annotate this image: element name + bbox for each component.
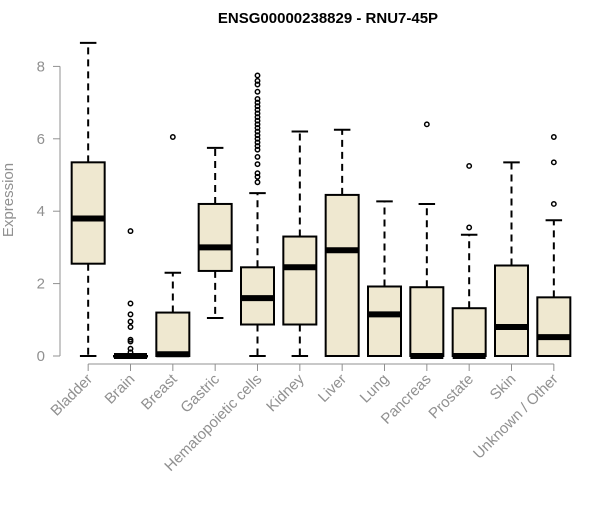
x-tick-label: Lung: [357, 371, 393, 407]
y-tick-label: 4: [37, 203, 45, 220]
outlier-point: [466, 224, 473, 231]
outlier-point: [127, 345, 134, 352]
outlier-point: [254, 143, 261, 149]
x-tick-label: Breast: [138, 370, 181, 413]
y-tick-label: 2: [37, 276, 45, 293]
box-kidney: [282, 130, 318, 357]
box-iqr: [282, 235, 318, 326]
outlier-point: [127, 324, 134, 330]
box-iqr: [70, 161, 106, 265]
outlier-point: [254, 106, 261, 113]
outlier-point: [254, 81, 261, 88]
box-unknown-other: [536, 134, 572, 357]
box-skin: [494, 161, 529, 357]
outlier-point: [169, 134, 176, 140]
box-iqr: [409, 286, 445, 357]
box-iqr: [155, 311, 191, 357]
box-bladder: [70, 41, 106, 357]
box-hematopoietic-cells: [240, 72, 275, 357]
x-tick-label: Bladder: [47, 371, 96, 420]
outlier-point: [254, 99, 261, 106]
outlier-point: [254, 139, 261, 146]
outlier-point: [254, 88, 261, 95]
y-tick-label: 8: [37, 58, 45, 75]
box-iqr: [324, 193, 360, 357]
outlier-point: [254, 121, 261, 128]
outlier-point: [550, 159, 557, 166]
outlier-point: [254, 161, 261, 168]
outlier-point: [254, 179, 261, 186]
box-iqr: [494, 264, 529, 357]
outlier-point: [254, 146, 261, 153]
outlier-point: [254, 124, 261, 131]
box-lung: [367, 200, 402, 357]
box-breast: [155, 134, 191, 358]
y-tick-label: 6: [37, 131, 45, 148]
y-axis: 0 2 4 6 8: [37, 58, 61, 365]
x-tick-label: Prostate: [425, 371, 477, 423]
x-tick-label: Brain: [102, 371, 139, 408]
x-tick-label: Kidney: [263, 370, 308, 415]
y-tick-label: 0: [37, 348, 45, 365]
outlier-point: [254, 153, 261, 160]
chart-title: ENSG00000238829 - RNU7-45P: [218, 10, 438, 27]
outlier-point: [254, 110, 261, 117]
box-series: [70, 41, 572, 359]
outlier-point: [550, 134, 557, 140]
outlier-point: [127, 318, 134, 325]
outlier-point: [127, 311, 134, 318]
x-tick-label: Liver: [315, 371, 350, 406]
outlier-point: [550, 201, 557, 207]
outlier-point: [254, 132, 261, 139]
box-iqr: [197, 202, 233, 272]
box-iqr: [451, 307, 487, 358]
outlier-point: [423, 121, 430, 128]
box-liver: [324, 128, 360, 357]
x-tick-label: Skin: [487, 371, 520, 404]
box-iqr: [536, 296, 572, 357]
outlier-point: [127, 300, 134, 307]
box-brain: [113, 228, 148, 359]
box-gastric: [197, 146, 233, 319]
y-axis-label: Expression: [0, 163, 17, 237]
outlier-point: [254, 117, 261, 124]
outlier-point: [254, 103, 261, 110]
outlier-point: [127, 349, 134, 356]
outlier-point: [127, 336, 134, 343]
outlier-point: [254, 114, 261, 121]
outlier-point: [466, 163, 473, 169]
outlier-point: [254, 170, 261, 177]
box-iqr: [367, 285, 402, 357]
outlier-point: [254, 77, 261, 84]
outlier-point: [254, 128, 261, 135]
outlier-point: [254, 72, 261, 79]
outlier-point: [254, 173, 261, 180]
box-pancreas: [409, 121, 445, 359]
box-prostate: [451, 163, 487, 359]
outlier-point: [127, 228, 134, 235]
outlier-point: [254, 96, 261, 102]
outlier-point: [254, 135, 261, 142]
